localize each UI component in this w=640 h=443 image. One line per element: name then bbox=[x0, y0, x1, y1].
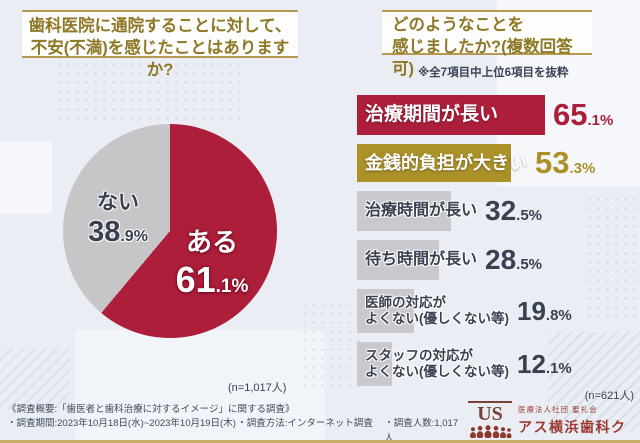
clinic-org-name: 医療法人社団 聖礼会 bbox=[518, 405, 598, 414]
bar-fill bbox=[357, 240, 439, 280]
bar-percent: 65.1% bbox=[553, 97, 614, 132]
bar-fill bbox=[357, 95, 545, 135]
clinic-logo: US 医療法人社団 聖礼会 アス横浜歯科クリニック bbox=[468, 401, 640, 443]
bar-label: 待ち時間が長い bbox=[365, 250, 478, 268]
people-silhouette-icon bbox=[470, 425, 512, 439]
bar-chart: 治療期間が長い 65.1% 金銭的負担が大きい 53.3% 治療時間が長い 32… bbox=[357, 95, 637, 386]
bar-label: 医師の対応が よくない(優しくない等) bbox=[365, 295, 509, 326]
survey-details: 《調査概要:「歯医者と歯科治療に対するイメージ」に関する調査》 ・調査期間:20… bbox=[7, 403, 467, 443]
right-question-header: どのようなことを 感じましたか?(複数回答可) bbox=[382, 10, 592, 78]
left-question-line2: 不安(不満)を感じたことはありますか? bbox=[30, 38, 290, 79]
bar-percent: 32.5% bbox=[485, 195, 543, 226]
bar-sample-size: (n=621人) bbox=[584, 390, 634, 402]
bar-percent: 19.8% bbox=[517, 295, 572, 326]
bar-row: 金銭的負担が大きい 53.3% bbox=[357, 144, 637, 182]
bar-fill bbox=[357, 289, 414, 333]
left-question-line1: 歯科医院に通院することに対して、 bbox=[28, 17, 292, 35]
left-question-header: 歯科医院に通院することに対して、 不安(不満)を感じたことはありますか? bbox=[22, 10, 298, 79]
top6-note: ※全7項目中上位6項目を抜粋 bbox=[418, 67, 569, 79]
decor-stripe-pattern bbox=[0, 348, 70, 410]
survey-method: ・調査方法:インターネット調査 bbox=[237, 418, 373, 430]
bottom-accent-line bbox=[0, 440, 640, 443]
bar-label: スタッフの対応が よくない(優しくない等) bbox=[365, 348, 509, 379]
bar-percent: 28.5% bbox=[485, 244, 543, 275]
bar-row: 治療時間が長い 32.5% bbox=[357, 191, 637, 231]
pie-sample-size: (n=1,017人) bbox=[228, 382, 287, 394]
survey-period: ・調査期間:2023年10月18日(水)~2023年10月19日(木) bbox=[7, 418, 236, 430]
clinic-logo-mark: US bbox=[468, 401, 512, 443]
bar-row: 待ち時間が長い 28.5% bbox=[357, 240, 637, 280]
survey-overview: 《調査概要:「歯医者と歯科治療に対するイメージ」に関する調査》 bbox=[7, 404, 295, 415]
decor-dot-pattern bbox=[300, 300, 360, 390]
us-monogram: US bbox=[468, 401, 512, 425]
bar-fill bbox=[357, 144, 511, 182]
right-question-line2: 感じましたか?(複数回答可) bbox=[392, 37, 573, 78]
bar-label: 金銭的負担が大きい bbox=[365, 152, 527, 173]
survey-count: ・調査人数:1,017人 bbox=[384, 418, 459, 443]
pie-label-nai: ない 38.9% bbox=[88, 191, 148, 248]
pie-label-aru: ある 61.1% bbox=[175, 227, 249, 300]
right-question-line1: どのようなことを bbox=[392, 16, 524, 34]
bar-fill bbox=[357, 342, 392, 386]
clinic-logo-text: 医療法人社団 聖礼会 アス横浜歯科クリニック bbox=[518, 401, 640, 443]
bar-percent: 12.1% bbox=[517, 348, 572, 379]
bar-label: 治療期間が長い bbox=[365, 104, 499, 126]
bar-fill bbox=[357, 191, 451, 231]
pie-chart: ない 38.9% ある 61.1% bbox=[63, 124, 277, 338]
bar-row: 医師の対応が よくない(優しくない等) 19.8% bbox=[357, 289, 637, 333]
bar-row: 治療期間が長い 65.1% bbox=[357, 95, 637, 135]
pie-circle bbox=[63, 124, 277, 338]
bar-row: スタッフの対応が よくない(優しくない等) 12.1% bbox=[357, 342, 637, 386]
decor-rect bbox=[0, 142, 52, 214]
bar-label: 治療時間が長い bbox=[365, 201, 478, 219]
bar-percent: 53.3% bbox=[535, 145, 596, 180]
